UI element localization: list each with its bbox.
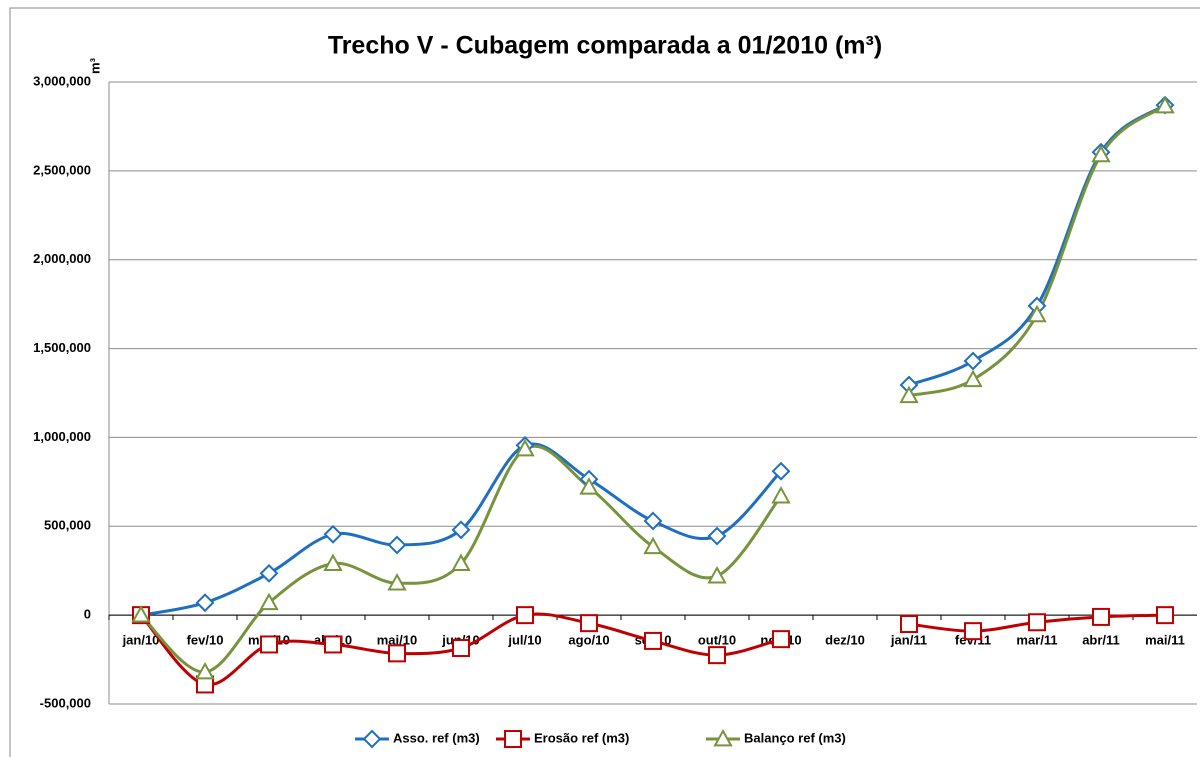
marker: [1155, 95, 1175, 114]
marker: [579, 477, 599, 495]
chart-title: Trecho V - Cubagem comparada a 01/2010 (…: [328, 32, 882, 60]
marker: [771, 486, 791, 504]
marker: [504, 730, 522, 748]
marker: [515, 438, 535, 457]
legend-label: Balanço ref (m3): [744, 730, 846, 745]
y-axis-label: m³: [87, 57, 102, 74]
marker: [451, 520, 471, 540]
x-tick-label: jan/10: [122, 633, 160, 648]
y-tick-label: 2,500,000: [33, 162, 91, 177]
x-tick-label: fev/10: [187, 633, 224, 648]
marker: [1092, 607, 1110, 626]
x-tick-label: jul/10: [507, 633, 541, 648]
marker: [899, 385, 919, 404]
marker: [707, 526, 727, 546]
legend-label: Asso. ref (m3): [393, 730, 480, 745]
marker: [643, 511, 663, 531]
x-tick-label: ago/10: [568, 633, 609, 648]
x-tick-label: mai/10: [377, 633, 417, 648]
y-tick-label: 1,000,000: [33, 429, 91, 444]
x-tick-label: jan/11: [890, 633, 927, 648]
marker: [580, 614, 598, 633]
y-tick-label: 3,000,000: [33, 73, 91, 88]
chart-frame: [9, 7, 1200, 757]
marker: [1091, 144, 1111, 163]
marker: [771, 461, 791, 481]
marker: [195, 661, 215, 680]
marker: [452, 639, 470, 658]
x-tick-label: out/10: [698, 633, 736, 648]
marker: [964, 622, 982, 641]
marker: [963, 369, 983, 388]
marker: [323, 524, 343, 544]
legend-label: Erosão ref (m3): [534, 730, 629, 745]
marker: [324, 635, 342, 654]
marker: [388, 644, 406, 663]
marker: [387, 535, 407, 555]
x-tick-label: dez/10: [825, 633, 865, 648]
marker: [516, 606, 534, 625]
marker: [1027, 304, 1047, 323]
marker: [260, 635, 278, 654]
marker: [708, 646, 726, 665]
x-tick-label: abr/11: [1082, 633, 1120, 648]
y-tick-label: -500,000: [40, 695, 91, 710]
y-tick-label: 2,000,000: [33, 251, 91, 266]
marker: [362, 729, 382, 749]
marker: [451, 553, 471, 572]
marker: [643, 536, 663, 555]
marker: [707, 565, 727, 584]
marker: [387, 573, 407, 591]
y-tick-label: 1,500,000: [33, 340, 91, 355]
y-tick-label: 500,000: [44, 518, 91, 533]
series-line: [139, 104, 1166, 674]
marker: [772, 630, 790, 649]
marker: [900, 615, 918, 634]
marker: [195, 593, 215, 613]
y-tick-label: 0: [84, 607, 91, 622]
x-tick-label: mai/11: [1145, 633, 1185, 648]
marker: [1028, 613, 1046, 632]
marker: [1156, 606, 1174, 625]
marker: [963, 351, 983, 371]
marker: [259, 563, 279, 583]
marker: [713, 728, 733, 747]
marker: [644, 631, 662, 650]
x-tick-label: mar/11: [1016, 633, 1057, 648]
marker: [259, 592, 279, 611]
marker: [131, 605, 151, 623]
marker: [323, 553, 343, 572]
